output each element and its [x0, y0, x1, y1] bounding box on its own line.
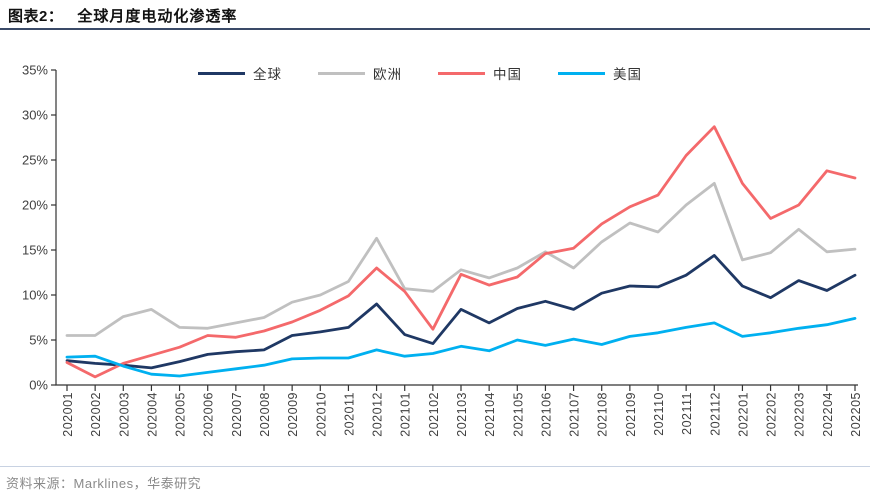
- x-tick-label: 202107: [568, 392, 582, 437]
- x-tick-label: 202102: [427, 392, 441, 437]
- x-tick-label: 202012: [371, 392, 385, 437]
- y-tick-label: 30%: [22, 108, 48, 123]
- x-tick-label: 202004: [145, 392, 159, 437]
- legend-item-china: 中国: [438, 63, 522, 83]
- y-tick-label: 5%: [29, 333, 48, 348]
- figure-label: 图表2：: [8, 8, 64, 25]
- x-tick-label: 202105: [511, 392, 525, 437]
- x-tick-label: 202002: [89, 392, 103, 437]
- x-tick-label: 202202: [765, 392, 779, 437]
- x-tick-label: 202008: [258, 392, 272, 437]
- x-axis: 202001 202002 202003 202004 202005 202006 2020…: [61, 385, 863, 437]
- x-tick-label: 202203: [793, 392, 807, 437]
- x-tick-label: 202101: [399, 392, 413, 437]
- y-axis: 0% 5% 10% 15% 20% 25% 30% 35%: [22, 63, 56, 393]
- source-note: 资料来源：Marklines，华泰研究: [6, 473, 201, 492]
- x-tick-label: 202201: [736, 392, 750, 437]
- legend-label-europe: 欧洲: [373, 67, 402, 82]
- x-tick-label: 202109: [624, 392, 638, 437]
- x-tick-label: 202006: [202, 392, 216, 437]
- legend-item-global: 全球: [198, 63, 282, 83]
- x-tick-label: 202204: [821, 392, 835, 437]
- x-tick-label: 202003: [117, 392, 131, 437]
- series-line-us: [65, 316, 857, 378]
- legend-swatch-global: [198, 71, 245, 75]
- legend-label-china: 中国: [493, 67, 522, 82]
- series-line-global: [65, 253, 857, 370]
- y-tick-label: 0%: [29, 378, 48, 393]
- axis-lines: [55, 70, 858, 386]
- y-tick-label: 10%: [22, 288, 48, 303]
- y-tick-label: 25%: [22, 153, 48, 168]
- plot-lines: [65, 125, 857, 379]
- legend-label-global: 全球: [253, 67, 282, 82]
- x-tick-label: 202001: [61, 392, 75, 437]
- x-tick-label: 202010: [314, 392, 328, 437]
- source-divider: [0, 466, 870, 467]
- x-tick-label: 202011: [342, 392, 356, 436]
- x-tick-label: 202005: [174, 392, 188, 437]
- x-tick-label: 202112: [708, 392, 722, 436]
- x-tick-label: 202205: [849, 392, 863, 437]
- y-tick-label: 15%: [22, 243, 48, 258]
- x-tick-label: 202106: [539, 392, 553, 437]
- header-divider: [0, 28, 870, 30]
- x-tick-label: 202108: [596, 392, 610, 437]
- legend-swatch-us: [558, 71, 605, 75]
- y-tick-label: 35%: [22, 63, 48, 78]
- legend-swatch-europe: [318, 71, 365, 75]
- x-tick-label: 202009: [286, 392, 300, 437]
- source-prefix: 资料来源：: [6, 476, 74, 491]
- legend-item-europe: 欧洲: [318, 63, 402, 83]
- chart-header: 图表2： 全球月度电动化渗透率: [8, 5, 237, 27]
- legend-label-us: 美国: [613, 67, 642, 82]
- x-tick-label: 202007: [230, 392, 244, 437]
- x-tick-label: 202104: [483, 392, 497, 437]
- x-tick-label: 202111: [680, 392, 694, 435]
- legend-item-us: 美国: [558, 63, 642, 83]
- x-tick-label: 202110: [652, 392, 666, 436]
- y-tick-label: 20%: [22, 198, 48, 213]
- series-line-europe: [65, 181, 857, 337]
- series-line-china: [65, 125, 857, 379]
- legend-swatch-china: [438, 71, 485, 75]
- x-tick-label: 202103: [455, 392, 469, 437]
- legend: 全球 欧洲 中国 美国: [198, 63, 642, 83]
- source-text: Marklines，华泰研究: [73, 476, 202, 491]
- page-title: 全球月度电动化渗透率: [77, 8, 238, 25]
